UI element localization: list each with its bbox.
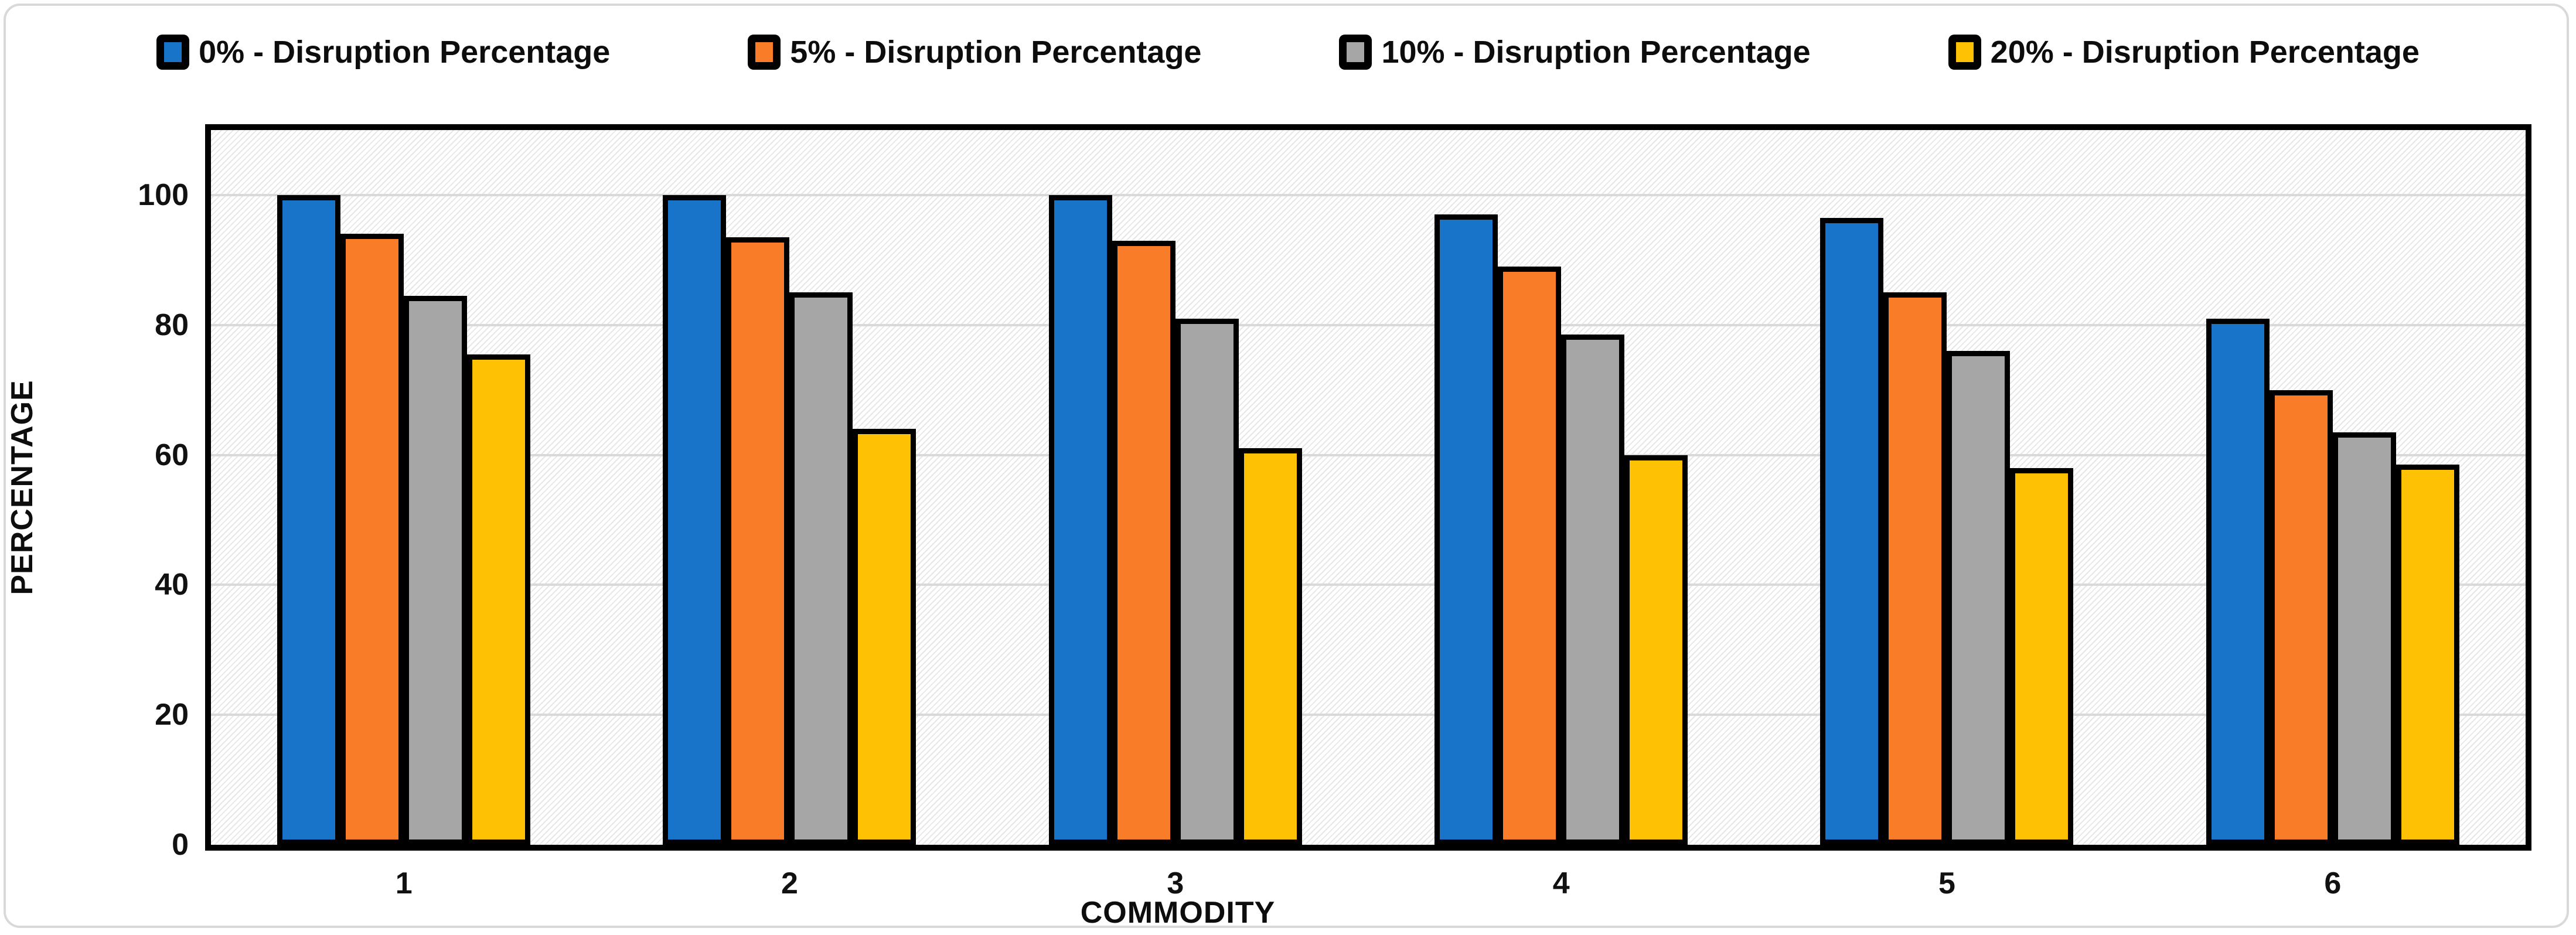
legend-item-2: 10% - Disruption Percentage xyxy=(1339,34,1811,70)
bar-series-0pct-cat-2 xyxy=(663,194,727,845)
bar-series-10pct-cat-2 xyxy=(789,292,853,845)
legend-marker-icon xyxy=(1339,35,1372,70)
y-tick-label-20: 20 xyxy=(155,698,189,732)
bar-series-20pct-cat-5 xyxy=(2010,468,2074,845)
bar-series-10pct-cat-1 xyxy=(404,295,468,845)
bar-series-0pct-cat-5 xyxy=(1820,217,1884,845)
legend-marker-icon xyxy=(1948,35,1981,70)
bar-series-5pct-cat-6 xyxy=(2269,390,2333,845)
legend-label: 0% - Disruption Percentage xyxy=(199,35,611,70)
x-category-label-4: 4 xyxy=(1552,866,1570,900)
legend-item-0: 0% - Disruption Percentage xyxy=(156,34,610,70)
plot-area xyxy=(205,124,2531,851)
legend: 0% - Disruption Percentage 5% - Disruptio… xyxy=(0,34,2576,70)
x-category-label-3: 3 xyxy=(1167,866,1184,900)
bar-series-10pct-cat-6 xyxy=(2332,432,2396,845)
y-tick-label-0: 0 xyxy=(172,828,189,862)
y-tick-label-100: 100 xyxy=(138,178,189,212)
bar-series-10pct-cat-4 xyxy=(1561,335,1625,845)
x-category-label-5: 5 xyxy=(1938,866,1955,900)
gridline-40 xyxy=(211,583,2526,586)
bar-series-5pct-cat-2 xyxy=(726,237,790,845)
legend-item-3: 20% - Disruption Percentage xyxy=(1948,34,2420,70)
bar-series-5pct-cat-3 xyxy=(1112,240,1175,845)
legend-label: 5% - Disruption Percentage xyxy=(790,35,1202,70)
legend-label: 20% - Disruption Percentage xyxy=(1990,35,2420,70)
bar-series-20pct-cat-4 xyxy=(1624,455,1688,845)
bar-series-20pct-cat-1 xyxy=(467,354,531,845)
bar-series-0pct-cat-3 xyxy=(1048,194,1112,845)
bar-group-6 xyxy=(2140,130,2526,845)
bar-series-20pct-cat-3 xyxy=(1238,448,1302,845)
legend-item-1: 5% - Disruption Percentage xyxy=(748,34,1201,70)
bar-group-2 xyxy=(597,130,982,845)
gridline-100 xyxy=(211,193,2526,196)
bar-series-5pct-cat-5 xyxy=(1883,292,1947,845)
y-axis-title: PERCENTAGE xyxy=(5,380,39,595)
legend-marker-icon xyxy=(748,35,781,70)
bar-group-1 xyxy=(211,130,597,845)
legend-marker-icon xyxy=(156,35,190,70)
x-category-label-2: 2 xyxy=(781,866,798,900)
bar-series-5pct-cat-4 xyxy=(1498,266,1562,845)
bar-series-0pct-cat-6 xyxy=(2206,318,2270,845)
bar-group-5 xyxy=(1754,130,2139,845)
bar-group-4 xyxy=(1368,130,1754,845)
y-tick-label-80: 80 xyxy=(155,308,189,342)
x-category-label-1: 1 xyxy=(395,866,413,900)
x-category-label-6: 6 xyxy=(2324,866,2342,900)
bar-series-10pct-cat-3 xyxy=(1175,318,1239,845)
legend-label: 10% - Disruption Percentage xyxy=(1381,35,1811,70)
bar-series-20pct-cat-6 xyxy=(2396,465,2459,845)
x-axis-title: COMMODITY xyxy=(1080,896,1276,930)
gridline-60 xyxy=(211,453,2526,456)
bar-series-0pct-cat-1 xyxy=(277,194,341,845)
bar-group-3 xyxy=(983,130,1368,845)
y-tick-label-60: 60 xyxy=(155,438,189,472)
bar-series-10pct-cat-5 xyxy=(1947,351,2011,845)
bar-series-0pct-cat-4 xyxy=(1434,214,1498,845)
gridline-80 xyxy=(211,323,2526,326)
gridline-20 xyxy=(211,714,2526,716)
bar-series-5pct-cat-1 xyxy=(340,234,404,845)
bar-series-20pct-cat-2 xyxy=(853,429,916,845)
y-tick-label-40: 40 xyxy=(155,568,189,602)
